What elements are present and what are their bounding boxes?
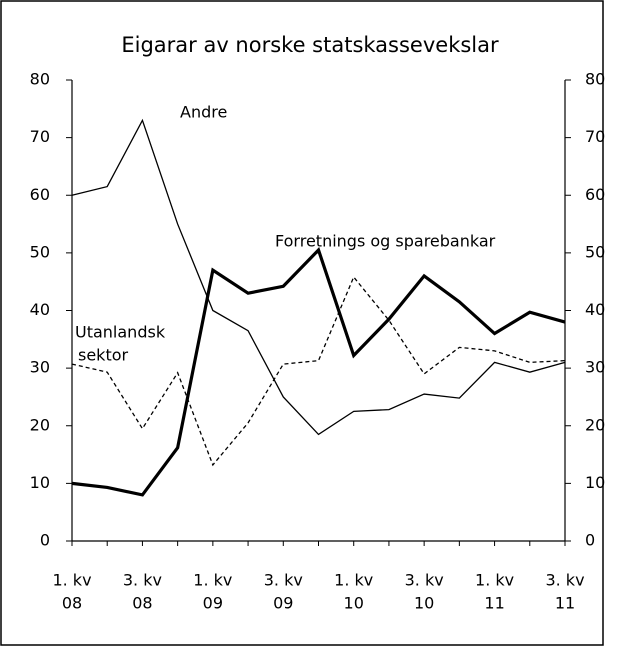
series-label: Forretnings og sparebankar xyxy=(275,232,496,251)
y2-tick-label: 50 xyxy=(585,242,605,261)
y-tick-label: 80 xyxy=(30,70,50,89)
y2-tick-label: 80 xyxy=(585,70,605,89)
y-tick-label: 20 xyxy=(30,415,50,434)
y-tick-label: 60 xyxy=(30,185,50,204)
y-tick-label: 40 xyxy=(30,300,50,319)
series-line xyxy=(71,246,566,497)
x-tick-label: 09 xyxy=(273,594,293,613)
x-tick-label: 11 xyxy=(484,594,504,613)
x-tick-label: 08 xyxy=(62,594,82,613)
y2-tick-label: 10 xyxy=(585,473,605,492)
series-label: Andre xyxy=(180,103,227,122)
series-label: sektor xyxy=(78,346,129,365)
x-tick-label: 1. kv xyxy=(193,571,232,590)
frame xyxy=(0,0,604,646)
x-tick-label: 1. kv xyxy=(52,571,91,590)
y-tick-label: 30 xyxy=(30,358,50,377)
x-tick-label: 08 xyxy=(132,594,152,613)
chart-title: Eigarar av norske statskassevekslar xyxy=(121,33,499,57)
y2-tick-label: 60 xyxy=(585,185,605,204)
x-tick-label: 11 xyxy=(555,594,575,613)
x-tick-label: 1. kv xyxy=(475,571,514,590)
y2-tick-label: 30 xyxy=(585,358,605,377)
x-tick-label: 09 xyxy=(203,594,223,613)
x-tick-label: 3. kv xyxy=(405,571,444,590)
y-tick-label: 70 xyxy=(30,127,50,146)
y2-tick-label: 0 xyxy=(585,531,595,550)
x-tick-label: 3. kv xyxy=(264,571,303,590)
x-tick-label: 1. kv xyxy=(334,571,373,590)
y2-tick-label: 20 xyxy=(585,415,605,434)
y-tick-label: 0 xyxy=(40,531,50,550)
y-tick-label: 50 xyxy=(30,242,50,261)
y-tick-label: 10 xyxy=(30,473,50,492)
series-line xyxy=(71,275,566,467)
y2-tick-label: 40 xyxy=(585,300,605,319)
series-label: Utanlandsk xyxy=(75,323,166,342)
x-tick-label: 3. kv xyxy=(545,571,584,590)
x-tick-label: 3. kv xyxy=(123,571,162,590)
y2-tick-label: 70 xyxy=(585,127,605,146)
x-tick-label: 10 xyxy=(344,594,364,613)
series-line xyxy=(71,118,566,436)
x-tick-label: 10 xyxy=(414,594,434,613)
